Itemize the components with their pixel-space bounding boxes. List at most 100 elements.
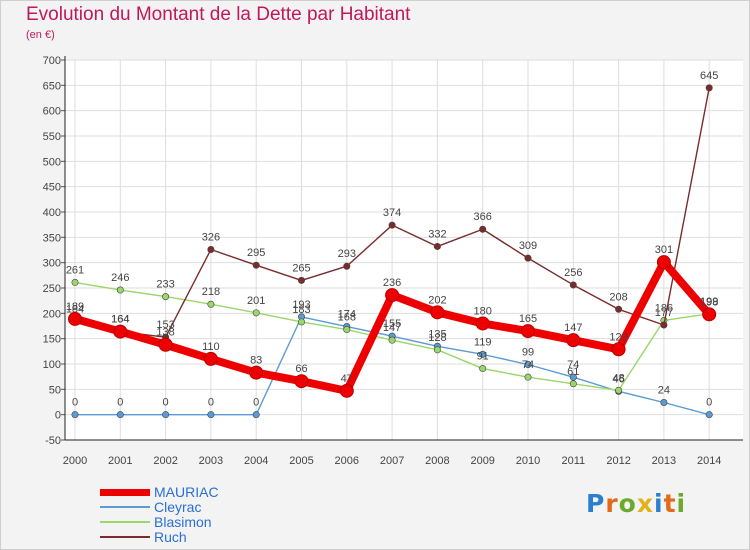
plot-area [65,60,743,440]
data-label: 184 [66,303,84,315]
data-label: 147 [564,322,582,334]
data-label: 183 [292,304,310,316]
proxiti-logo: Proxiti [586,489,687,518]
data-point-blasimon [162,293,170,301]
data-point-mauriac [702,307,717,322]
data-point-blasimon [116,286,124,294]
data-label: 374 [383,207,401,219]
legend-swatch-blasimon [100,521,150,524]
data-label: 48 [612,372,624,384]
legend-item-mauriac: MAURIAC [100,484,219,499]
data-point-blasimon [71,278,79,286]
x-tick-label: 2010 [516,455,540,467]
data-label: 0 [72,397,78,409]
data-point-mauriac [385,288,400,303]
data-point-ruch [433,242,441,250]
data-label: 0 [208,397,214,409]
x-tick-label: 2001 [108,455,132,467]
data-label: 301 [655,244,673,256]
data-point-blasimon [207,300,215,308]
x-tick-label: 2003 [199,455,223,467]
legend-item-cleyrac: Cleyrac [100,499,219,514]
data-label: 186 [655,302,673,314]
data-label: 129 [609,331,627,343]
y-tick-label: 450 [43,182,61,194]
data-label: 366 [474,211,492,223]
x-tick-label: 2004 [244,455,268,467]
data-point-cleyrac [705,411,713,419]
data-point-mauriac [203,351,218,366]
data-label: 165 [519,313,537,325]
legend-label: MAURIAC [154,483,219,500]
data-point-ruch [252,261,260,269]
data-label: 198 [700,296,718,308]
data-point-ruch [660,321,668,329]
data-label: 168 [338,312,356,324]
data-point-ruch [343,262,351,270]
x-tick-label: 2013 [652,455,676,467]
data-label: 164 [111,314,129,326]
data-point-ruch [297,276,305,284]
data-label: 193 [292,299,310,311]
data-label: 110 [202,341,220,353]
data-point-blasimon [433,346,441,354]
x-tick-label: 2014 [697,455,721,467]
data-label: 0 [117,397,123,409]
data-point-blasimon [479,365,487,373]
data-point-blasimon [343,326,351,334]
data-point-ruch [615,305,623,313]
data-point-cleyrac [207,411,215,419]
data-label: 61 [567,366,579,378]
data-point-mauriac [566,333,581,348]
data-label: 0 [163,397,169,409]
data-point-cleyrac [116,411,124,419]
data-label: 645 [700,70,718,82]
data-label: 246 [111,272,129,284]
data-label: 119 [474,336,492,348]
data-label: 99 [522,347,534,359]
data-label: 24 [658,385,670,397]
data-label: 155 [383,318,401,330]
data-label: 180 [474,305,492,317]
data-point-mauriac [656,255,671,270]
data-label: 91 [477,351,489,363]
x-tick-label: 2007 [380,455,404,467]
x-tick-label: 2005 [289,455,313,467]
y-tick-label: 150 [43,334,61,346]
data-point-blasimon [297,318,305,326]
data-label: 174 [338,309,356,321]
y-tick-label: 300 [43,258,61,270]
data-label: 326 [202,231,220,243]
data-point-mauriac [475,316,490,331]
data-point-mauriac [294,374,309,389]
data-point-cleyrac [660,399,668,407]
legend-swatch-cleyrac [100,506,150,509]
data-point-ruch [524,254,532,262]
y-tick-label: 700 [43,55,61,67]
data-point-mauriac [611,342,626,357]
data-label: 261 [66,264,84,276]
x-tick-label: 2008 [425,455,449,467]
data-point-blasimon [252,309,260,317]
data-label: 309 [519,240,537,252]
data-point-ruch [705,84,713,92]
data-label: 177 [655,307,673,319]
y-tick-label: 600 [43,106,61,118]
legend: MAURIAC Cleyrac Blasimon Ruch [100,484,219,544]
data-point-mauriac [158,337,173,352]
x-tick-label: 2012 [606,455,630,467]
y-tick-label: 650 [43,80,61,92]
data-label: 128 [428,332,446,344]
data-label: 46 [612,373,624,385]
chart-subtitle: (en €) [26,29,55,41]
data-label: 74 [522,359,534,371]
y-tick-label: 0 [55,410,61,422]
data-label: 202 [428,294,446,306]
data-label: 332 [428,228,446,240]
data-label: 47 [341,373,353,385]
y-tick-label: 350 [43,232,61,244]
data-point-cleyrac [162,411,170,419]
data-label: 83 [250,355,262,367]
data-label: 189 [66,301,84,313]
